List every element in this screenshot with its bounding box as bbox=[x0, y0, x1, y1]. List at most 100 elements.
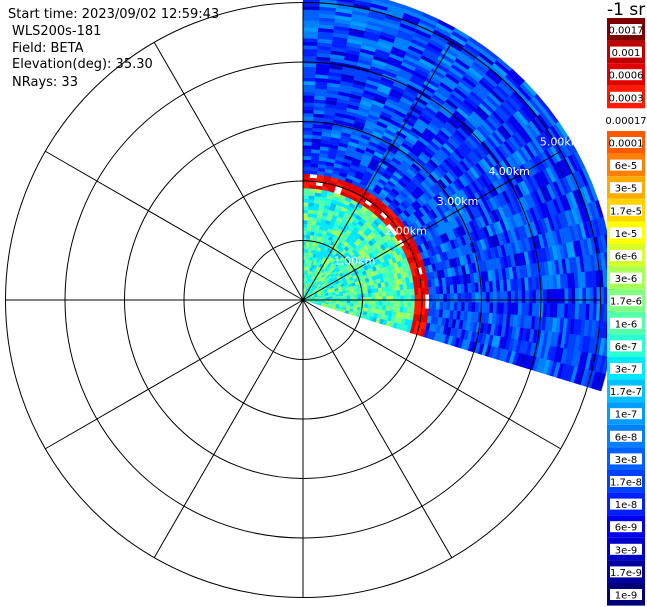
range-gate-cell bbox=[399, 289, 405, 296]
range-gate-cell bbox=[371, 300, 376, 306]
range-gate-cell bbox=[403, 295, 408, 302]
colorbar-tick-label: 1e-8 bbox=[615, 500, 638, 511]
range-gate-cell bbox=[453, 301, 458, 312]
range-gate-cell bbox=[302, 141, 313, 146]
range-gate-cell bbox=[589, 287, 594, 305]
range-gate-cell bbox=[489, 302, 494, 314]
instrument-name: WLS200s-181 bbox=[12, 24, 102, 39]
range-gate-cell bbox=[302, 109, 314, 114]
range-gate-cell bbox=[385, 291, 390, 297]
range-gate-cell bbox=[302, 237, 307, 242]
range-gate-cell bbox=[392, 290, 398, 297]
range-gate-cell bbox=[346, 292, 351, 296]
colorbar-tick-bg bbox=[610, 227, 642, 239]
range-gate-cell bbox=[443, 293, 448, 303]
colorbar-tick-bg bbox=[610, 453, 642, 465]
range-gate-cell bbox=[407, 295, 412, 302]
range-gate-cell bbox=[485, 291, 490, 303]
range-gate-cell bbox=[353, 300, 358, 305]
range-gate-cell bbox=[514, 290, 519, 304]
range-gate-cell bbox=[396, 306, 401, 313]
elevation: Elevation(deg): 35.30 bbox=[12, 57, 153, 72]
range-gate-cell bbox=[357, 300, 362, 305]
colorbar-tick-label: 0.0003 bbox=[609, 93, 644, 104]
range-gate-cell bbox=[468, 292, 473, 303]
range-gate-cell bbox=[302, 73, 316, 78]
range-gate-cell bbox=[543, 289, 548, 304]
field-name: Field: BETA bbox=[12, 41, 84, 56]
range-gate-cell bbox=[446, 293, 451, 303]
range-gate-cell bbox=[385, 305, 390, 312]
range-gate-cell bbox=[307, 220, 313, 225]
azimuth-spoke bbox=[153, 299, 304, 558]
range-gate-cell bbox=[302, 95, 315, 100]
range-gate-cell bbox=[567, 288, 573, 304]
range-gate-cell bbox=[363, 289, 369, 295]
range-gate-cell bbox=[435, 301, 440, 310]
range-gate-cell bbox=[371, 304, 376, 310]
range-gate-cell bbox=[482, 302, 487, 314]
range-gate-cell bbox=[302, 198, 309, 203]
range-gate-cell bbox=[474, 302, 480, 313]
colorbar-tick-label: 3e-6 bbox=[615, 274, 638, 285]
range-gate-cell bbox=[521, 302, 526, 316]
range-gate-cell bbox=[302, 230, 308, 235]
range-gate-cell bbox=[392, 306, 397, 313]
range-gate-cell bbox=[571, 288, 576, 304]
range-gate-cell bbox=[393, 301, 398, 307]
range-gate-cell bbox=[308, 198, 315, 204]
range-gate-cell bbox=[302, 127, 313, 132]
range-gate-cell bbox=[302, 27, 319, 32]
range-gate-cell bbox=[546, 289, 551, 304]
range-gate-cell bbox=[431, 286, 437, 295]
range-gate-cell bbox=[302, 66, 317, 71]
range-gate-cell bbox=[343, 295, 348, 299]
colorbar-tick-bg bbox=[610, 24, 642, 35]
colorbar-tick-label: 6e-5 bbox=[615, 161, 638, 172]
range-gate-cell bbox=[367, 289, 372, 294]
range-gate-cell bbox=[407, 301, 412, 308]
range-gate-cell bbox=[503, 302, 508, 315]
range-gate-cell bbox=[302, 113, 314, 118]
colorbar-tick-bg bbox=[610, 159, 642, 171]
azimuth-spoke bbox=[45, 299, 304, 450]
range-gate-cell bbox=[302, 45, 318, 50]
colorbar-tick-bg bbox=[610, 182, 642, 194]
colorbar-tick-label: 6e-6 bbox=[615, 252, 638, 263]
range-gate-cell bbox=[302, 20, 319, 25]
range-gate-cell bbox=[302, 34, 319, 39]
colorbar-tick-bg bbox=[610, 498, 642, 510]
colorbar-tick-bg bbox=[610, 46, 642, 58]
range-gate-cell bbox=[514, 302, 519, 316]
range-gate-cell bbox=[325, 0, 338, 2]
range-gate-cell bbox=[396, 290, 401, 297]
range-gate-cell bbox=[535, 289, 540, 304]
range-gate-cell bbox=[302, 234, 307, 239]
range-gate-cell bbox=[436, 293, 440, 303]
range-gate-cell bbox=[464, 302, 469, 312]
colorbar-tick-bg bbox=[610, 589, 642, 600]
colorbar-tick-label: 1.7e-8 bbox=[610, 478, 642, 489]
range-gate-cell bbox=[302, 138, 313, 143]
range-gate-cell bbox=[302, 116, 314, 121]
range-gate-cell bbox=[560, 288, 565, 304]
range-gate-cell bbox=[464, 292, 469, 303]
range-gate-cell bbox=[396, 301, 401, 308]
range-gate-cell bbox=[343, 300, 348, 304]
range-gate-cell bbox=[302, 84, 316, 89]
azimuth-spoke bbox=[302, 299, 561, 450]
colorbar-tick-label: 3e-8 bbox=[615, 455, 638, 466]
range-gate-cell bbox=[597, 373, 607, 392]
range-gate-cell bbox=[400, 301, 405, 308]
colorbar-tick-bg bbox=[610, 340, 642, 352]
range-gate-cell bbox=[493, 291, 498, 303]
range-gate-cell bbox=[500, 291, 505, 303]
range-label: 4.00km bbox=[488, 165, 530, 178]
range-gate-cell bbox=[432, 294, 437, 302]
range-gate-cell bbox=[457, 293, 462, 303]
range-gate-cell bbox=[532, 289, 537, 304]
colorbar-tick-bg bbox=[610, 204, 642, 216]
colorbar-tick-label: 3e-5 bbox=[615, 184, 638, 195]
range-gate-cell bbox=[389, 301, 394, 307]
colorbar-tick-label: 6e-8 bbox=[615, 432, 638, 443]
